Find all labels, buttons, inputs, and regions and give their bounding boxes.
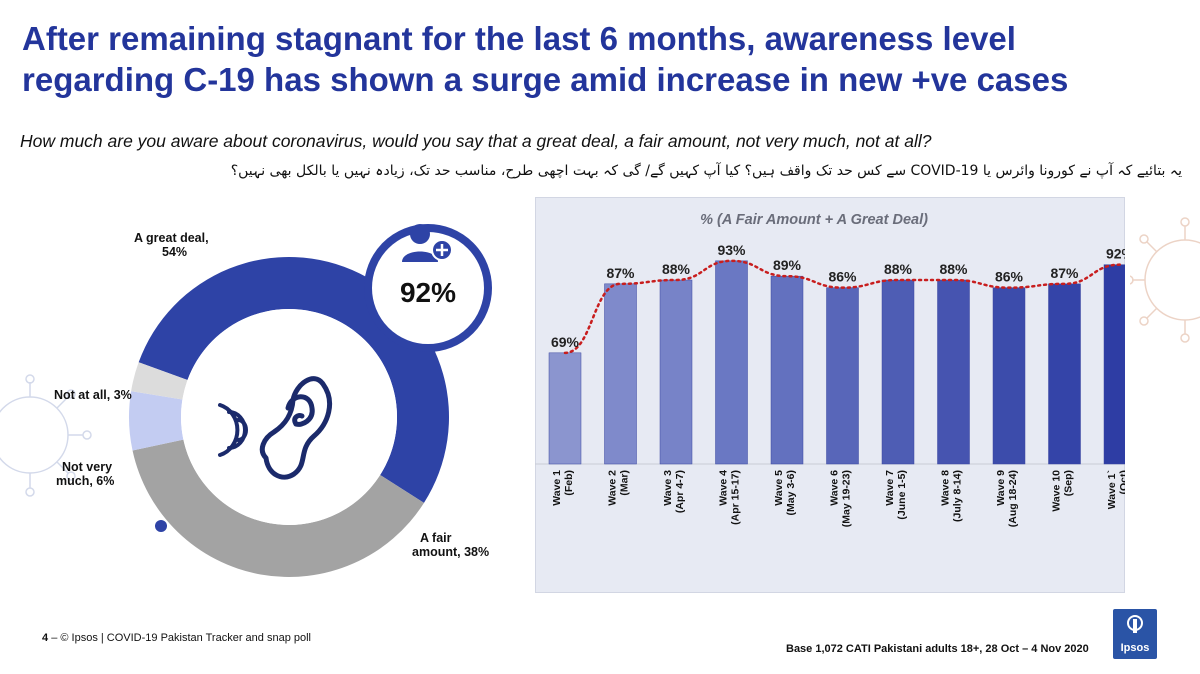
- bar-value-label-2: 87%: [606, 265, 635, 281]
- x-tick-label-10: Wave 10(Sep): [1051, 470, 1075, 512]
- x-tick-label-5: Wave 5(May 3-6): [773, 470, 797, 516]
- bar-6: [826, 287, 859, 465]
- bar-value-label-9: 86%: [995, 269, 1024, 285]
- ipsos-logo-text: Ipsos: [1120, 642, 1150, 654]
- bar-value-label-8: 88%: [939, 261, 968, 277]
- x-tick-label-9: Wave 9(Aug 18-24): [995, 470, 1019, 527]
- bar-1: [548, 352, 582, 465]
- bar-value-label-3: 88%: [662, 261, 691, 277]
- bar-value-label-7: 88%: [884, 261, 913, 277]
- trend-line: [563, 259, 1122, 355]
- bar-10: [1048, 283, 1081, 465]
- bar-5: [770, 275, 804, 465]
- ipsos-logo-mark: [1127, 615, 1143, 633]
- bar-4: [715, 260, 748, 465]
- x-tick-label-3: Wave 3(Apr 4-7): [662, 470, 686, 513]
- bar-value-label-4: 93%: [717, 242, 746, 258]
- slice-fair-amount: [132, 439, 424, 577]
- x-tick-label-8: Wave 8(July 8-14): [940, 470, 964, 522]
- donut-label-3: Not at all, 3%: [54, 388, 132, 402]
- bar-2: [604, 283, 637, 465]
- footer-source-text: – © Ipsos | COVID-19 Pakistan Tracker an…: [51, 632, 311, 644]
- x-tick-label-1: Wave 1(Feb): [551, 470, 575, 506]
- footer-source: 4 – © Ipsos | COVID-19 Pakistan Tracker …: [42, 632, 311, 644]
- footer-page-number: 4: [42, 632, 49, 644]
- x-tick-label-7: Wave 7(June 1-5): [884, 470, 908, 520]
- bar-9: [992, 287, 1026, 465]
- awareness-bar-chart: % (A Fair Amount + A Great Deal) 69% Wave…: [535, 197, 1125, 593]
- bar-7: [881, 279, 915, 465]
- bar-value-label-6: 86%: [828, 269, 857, 285]
- donut-label-0: A great deal, 54%: [134, 231, 209, 259]
- virus-icon: [0, 374, 92, 497]
- callout-value: 92%: [400, 277, 456, 308]
- donut-label-1: A fair amount, 38%: [412, 531, 489, 559]
- survey-question-urdu: یہ بتائیے کہ آپ نے کورونا وائرس یا COVID…: [230, 163, 1182, 179]
- survey-question: How much are you aware about coronavirus…: [20, 131, 932, 151]
- virus-icon: [1130, 217, 1200, 343]
- bar-value-label-10: 87%: [1050, 265, 1079, 281]
- x-tick-label-2: Wave 2(Mar): [607, 470, 631, 506]
- donut-endpoint-dot: [155, 520, 167, 532]
- bar-value-label-5: 89%: [773, 257, 802, 273]
- sound-waves-icon: [218, 403, 248, 457]
- bar-11: [1103, 264, 1125, 465]
- bar-chart-title: % (A Fair Amount + A Great Deal): [700, 212, 928, 228]
- slice-not-at-all: [131, 362, 188, 400]
- x-tick-label-11: Wave 1`(Oct): [1106, 470, 1125, 509]
- donut-label-2: Not very much, 6%: [56, 460, 114, 488]
- slice-great-deal: [138, 257, 450, 503]
- bar-value-label-1: 69%: [551, 334, 580, 350]
- x-tick-label-4: Wave 4(Apr 15-17): [718, 470, 742, 525]
- bar-3: [659, 279, 693, 465]
- awareness-donut-chart: 92% A great deal, 54% A fair amount, 38% Not…: [54, 224, 492, 577]
- slice-not-very-much: [129, 391, 184, 451]
- page-title: After remaining stagnant for the last 6 …: [22, 20, 1069, 98]
- bar-value-label-11: 92%: [1106, 246, 1125, 262]
- ear-icon: [259, 376, 333, 480]
- x-tick-label-6: Wave 6(May 19-23): [829, 470, 853, 527]
- ipsos-logo: Ipsos: [1113, 609, 1157, 659]
- footer-base: Base 1,072 CATI Pakistani adults 18+, 28…: [786, 643, 1089, 655]
- bar-8: [937, 279, 970, 465]
- user-plus-icon: [402, 224, 453, 262]
